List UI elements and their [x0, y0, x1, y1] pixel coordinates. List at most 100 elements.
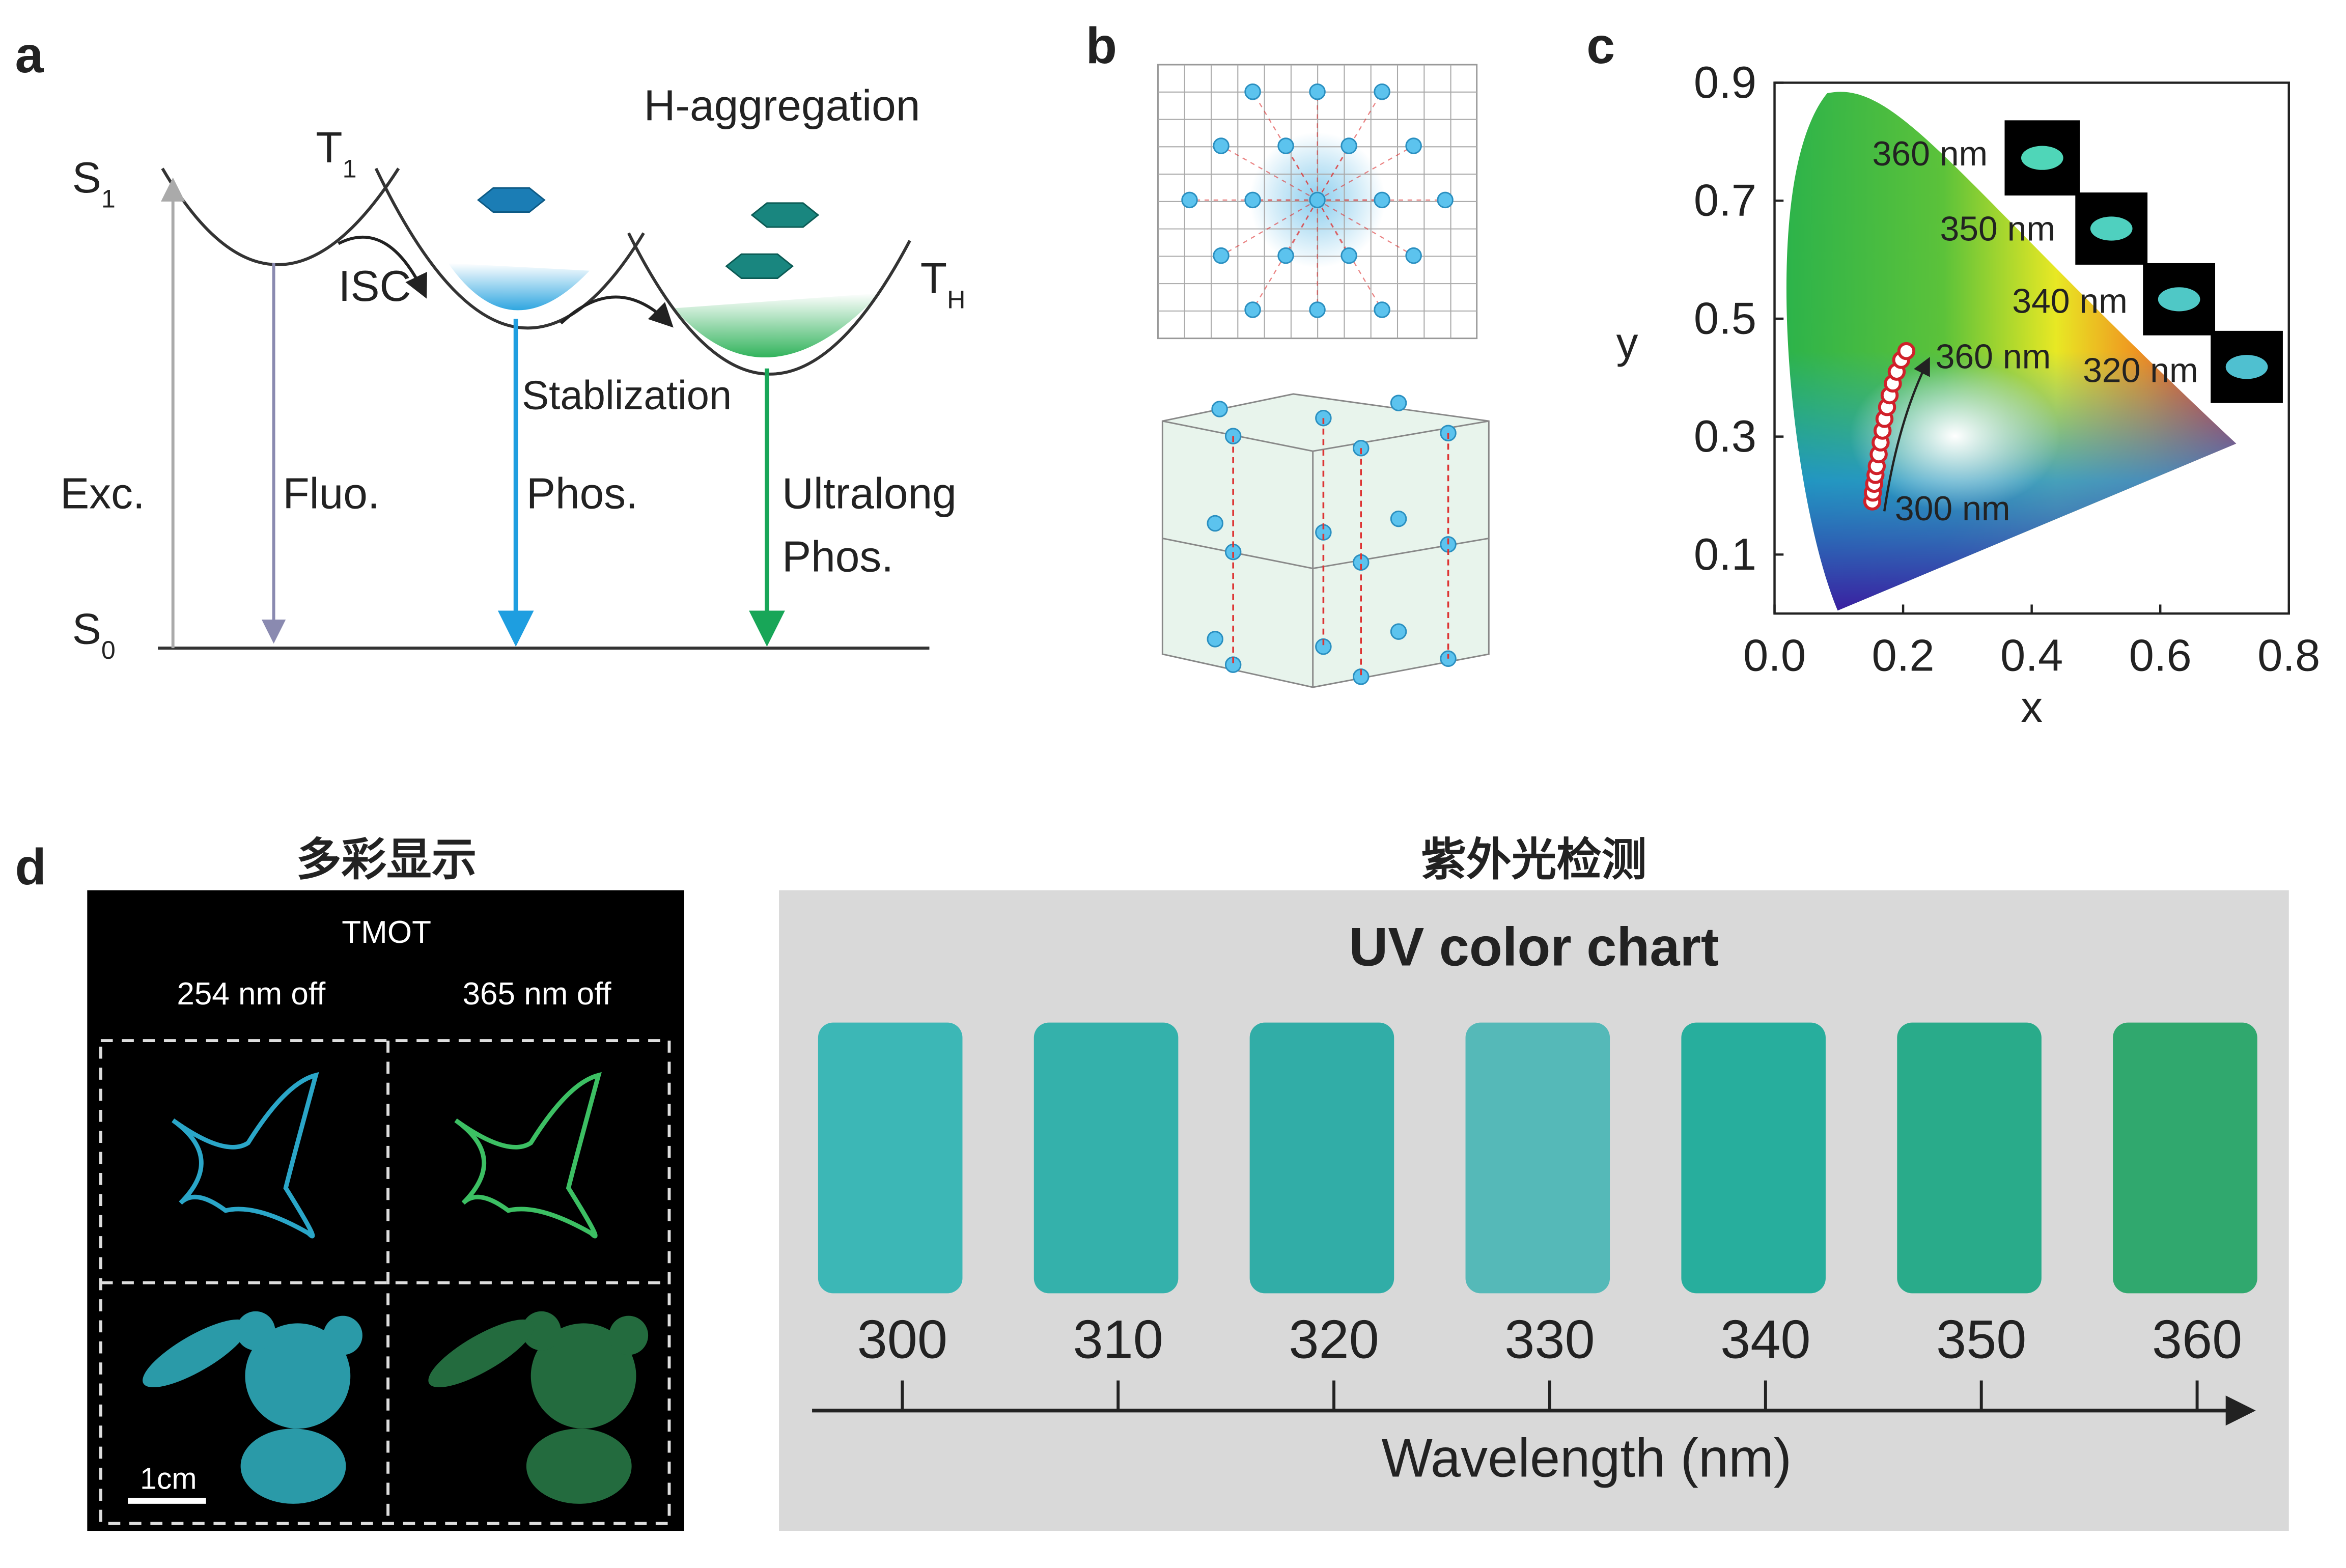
panel-a: a H-aggregation S1 T1 TH S0 ISC Stabliza…	[15, 26, 966, 664]
stab-arrow	[560, 295, 674, 328]
atom	[1405, 247, 1422, 264]
cube-edge	[1312, 420, 1489, 452]
wavelength-label: 300	[857, 1309, 947, 1369]
fluo-label: Fluo.	[283, 469, 379, 518]
inset-sample	[2225, 355, 2268, 379]
ultralong-label: Phos.	[782, 532, 893, 581]
inset-label: 340 nm	[2012, 282, 2128, 320]
wavelength-label: 320	[1289, 1309, 1379, 1369]
column-label: 365 nm off	[463, 976, 612, 1012]
panda-image	[428, 1311, 649, 1504]
cie-point	[1897, 342, 1916, 360]
color-swatch	[2113, 1022, 2257, 1294]
x-tick-label: 0.4	[2000, 630, 2063, 680]
state-main: T	[316, 123, 342, 172]
y-axis-label: y	[1616, 319, 1638, 368]
dove-image	[454, 1072, 602, 1239]
atom	[1374, 191, 1390, 209]
color-swatch	[1465, 1022, 1610, 1294]
atom	[1244, 301, 1261, 318]
color-swatch	[1681, 1022, 1826, 1294]
panda-image	[143, 1311, 362, 1504]
column-label: 254 nm off	[177, 976, 326, 1012]
atom	[1207, 631, 1223, 648]
wavelength-label: 350	[1936, 1309, 2026, 1369]
panel-label: a	[15, 26, 44, 83]
cube-edge	[1312, 538, 1489, 570]
molecule	[750, 202, 820, 228]
state-sub: 0	[101, 636, 116, 664]
state-label: T1	[316, 123, 356, 183]
atom	[1211, 401, 1228, 417]
bond	[1285, 145, 1318, 201]
atom	[1390, 395, 1407, 411]
atom	[1181, 191, 1198, 209]
atom	[1213, 137, 1230, 154]
stab-label: Stablization	[522, 372, 732, 417]
inset-label: 350 nm	[1940, 210, 2055, 248]
atom	[1213, 247, 1230, 264]
molecule	[725, 253, 794, 279]
panel-c: c 360 nm 350 nm 340 nm 320 nm 360 nm 300…	[1586, 17, 2320, 732]
bond	[1317, 145, 1414, 201]
atom	[1244, 83, 1261, 100]
wavelength-label: 360	[2152, 1309, 2242, 1369]
sample-label: TMOT	[342, 915, 431, 950]
state-sub: 1	[343, 155, 357, 183]
bond	[1317, 145, 1350, 201]
atom	[1340, 247, 1357, 264]
bond	[1220, 145, 1318, 201]
x-tick-label: 0.6	[2129, 630, 2192, 680]
y-tick-label: 0.7	[1694, 175, 1756, 226]
inset-label: 360 nm	[1873, 135, 1988, 173]
annotation: 300 nm	[1895, 490, 2010, 528]
wavelength-label: 310	[1073, 1309, 1163, 1369]
atom	[1374, 83, 1390, 100]
cube	[1161, 393, 1490, 688]
title: H-aggregation	[644, 81, 920, 130]
t1-curve	[374, 167, 645, 330]
atom	[1277, 247, 1294, 264]
trend-arrow	[1883, 357, 1930, 512]
panel-label: d	[15, 838, 46, 895]
exc-label: Exc.	[60, 469, 145, 518]
section-title: 多彩显示	[296, 834, 477, 885]
atom	[1244, 191, 1261, 209]
state-main: S	[72, 604, 101, 653]
inset-sample	[2158, 287, 2200, 312]
state-sub: H	[947, 286, 965, 314]
atom	[1437, 191, 1454, 209]
inset-sample	[2090, 216, 2133, 241]
panel-label: c	[1586, 17, 1615, 74]
bond	[1317, 199, 1414, 257]
phos-label: Phos.	[526, 469, 638, 518]
s1-curve	[161, 167, 400, 266]
atom	[1390, 510, 1407, 527]
isc-label: ISC	[339, 262, 411, 311]
x-tick-label: 0.0	[1743, 630, 1806, 680]
state-sub: 1	[101, 185, 116, 213]
color-swatch	[1034, 1022, 1179, 1294]
inset-sample	[2021, 146, 2063, 170]
atom	[1374, 301, 1390, 318]
panel-label: b	[1086, 17, 1117, 74]
atom	[1440, 650, 1457, 667]
atom	[1309, 83, 1326, 100]
ultralong-label: Ultralong	[782, 469, 957, 518]
atom	[1207, 515, 1223, 532]
dove-image	[172, 1072, 319, 1239]
well-fill	[448, 263, 590, 311]
y-tick-label: 0.5	[1694, 293, 1756, 343]
color-swatch	[1249, 1022, 1394, 1294]
atom	[1405, 137, 1422, 154]
inset-label: 320 nm	[2083, 351, 2198, 389]
panel-d: d 多彩显示 TMOT 254 nm off 365 nm off 1cm 紫外…	[15, 834, 2289, 1531]
isc-arrow	[338, 235, 427, 299]
x-tick-label: 0.2	[1872, 630, 1934, 680]
molecule	[477, 187, 546, 213]
x-axis-label: x	[2021, 683, 2043, 732]
state-label: TH	[920, 254, 966, 314]
state-main: T	[920, 254, 947, 303]
state-main: S	[72, 153, 101, 202]
